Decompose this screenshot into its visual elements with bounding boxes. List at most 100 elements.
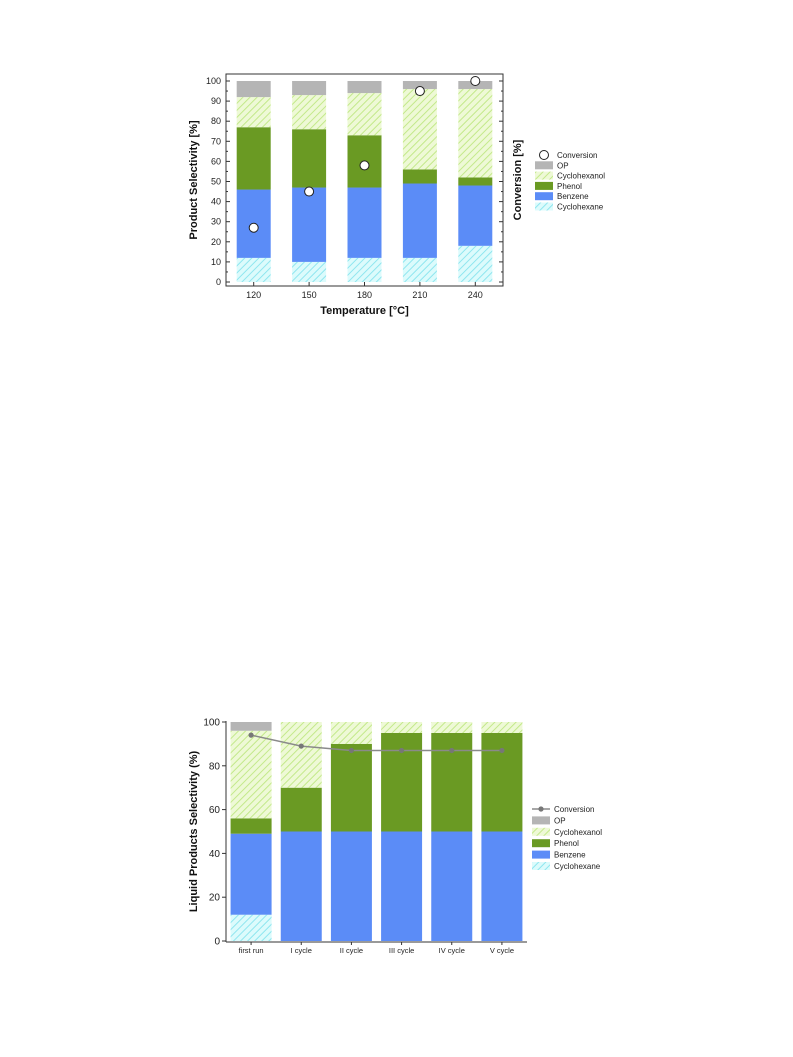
bar2-phenol-3 bbox=[381, 732, 423, 832]
bar-phenol-240 bbox=[458, 177, 493, 186]
bar-cyclohexanol-210 bbox=[402, 89, 437, 170]
conversion-marker-180 bbox=[359, 160, 370, 171]
legend-label-cyclohexane: Cyclohexane bbox=[557, 203, 604, 212]
legend-label-conversion: Conversion bbox=[557, 151, 597, 160]
y-tick-label: 20 bbox=[209, 893, 221, 904]
y-tick-label: 20 bbox=[211, 237, 221, 247]
legend-marker-conversion bbox=[538, 806, 544, 812]
bar-cyclohexane-240 bbox=[458, 245, 493, 282]
conversion-marker-210 bbox=[414, 86, 425, 97]
bar2-cyclohexanol-4 bbox=[431, 722, 473, 733]
conversion-line bbox=[250, 734, 502, 752]
bar2-phenol-4 bbox=[431, 732, 473, 832]
y-tick-label: 60 bbox=[211, 156, 221, 166]
bar-op-150 bbox=[292, 81, 327, 96]
y-tick-label: 70 bbox=[211, 136, 221, 146]
legend2-label-benzene: Benzene bbox=[554, 851, 586, 860]
conversion-point-4 bbox=[449, 747, 455, 754]
conversion-marker-120 bbox=[248, 222, 259, 233]
y-tick-label: 80 bbox=[211, 116, 221, 126]
bar2-benzene-4 bbox=[431, 831, 473, 941]
conversion-marker-150 bbox=[304, 186, 315, 197]
conversion-point-0 bbox=[248, 732, 254, 738]
legend2-swatch-cyclohexane bbox=[532, 862, 550, 870]
legend-swatch-op bbox=[535, 161, 553, 170]
y-tick-label: 30 bbox=[211, 217, 221, 227]
bar-op-120 bbox=[236, 81, 271, 98]
legend-swatch-cyclohexanol bbox=[535, 171, 553, 180]
bar-benzene-180 bbox=[347, 187, 382, 258]
y-tick-label: 0 bbox=[214, 937, 220, 948]
x-tick-label: 120 bbox=[246, 290, 261, 300]
x-tick-label: II cycle bbox=[340, 946, 363, 955]
bar2-cyclohexanol-5 bbox=[481, 722, 523, 733]
x-tick-label: IV cycle bbox=[439, 946, 465, 955]
y-tick-label: 100 bbox=[203, 718, 220, 729]
bar2-cyclohexanol-2 bbox=[330, 722, 372, 744]
y-tick-label: 60 bbox=[209, 805, 221, 816]
legend2-label-cyclohexanol: Cyclohexanol bbox=[554, 828, 602, 837]
x-tick-label: I cycle bbox=[291, 946, 312, 955]
legend2-label-cyclohexane: Cyclohexane bbox=[554, 862, 601, 871]
bar-op-180 bbox=[347, 81, 382, 94]
bar-cyclohexane-150 bbox=[292, 261, 327, 282]
x-tick-label: 210 bbox=[412, 290, 427, 300]
x-tick-label: III cycle bbox=[389, 946, 414, 955]
legend2-label-op: OP bbox=[554, 816, 566, 825]
y2-axis-title: Conversion [%] bbox=[512, 139, 524, 220]
bar-benzene-210 bbox=[402, 183, 437, 258]
legend-label-phenol: Phenol bbox=[557, 182, 582, 191]
legend-swatch-cyclohexane bbox=[535, 202, 553, 211]
bar2-benzene-0 bbox=[230, 833, 272, 915]
legend2-swatch-op bbox=[532, 816, 550, 825]
y-tick-label: 100 bbox=[206, 76, 221, 86]
bar-op-210 bbox=[402, 81, 437, 90]
y-axis-title: Liquid Products Selectivity (%) bbox=[188, 750, 200, 912]
x-axis-title: Temperature [°C] bbox=[320, 305, 409, 317]
y-tick-label: 40 bbox=[211, 197, 221, 207]
legend2-swatch-benzene bbox=[532, 850, 550, 859]
legend2-label-phenol: Phenol bbox=[554, 839, 579, 848]
bar2-phenol-1 bbox=[280, 787, 322, 832]
bar-phenol-120 bbox=[236, 127, 271, 190]
legend-swatch-conversion bbox=[539, 150, 549, 160]
y-tick-label: 0 bbox=[216, 277, 221, 287]
bar-cyclohexanol-240 bbox=[458, 89, 493, 178]
conversion-point-3 bbox=[398, 747, 405, 754]
x-tick-label: 180 bbox=[357, 290, 372, 300]
bar2-cyclohexanol-0 bbox=[230, 730, 272, 819]
conversion-point-1 bbox=[298, 743, 304, 749]
bar2-cyclohexanol-3 bbox=[381, 722, 423, 733]
y-tick-label: 90 bbox=[211, 96, 221, 106]
bar-cyclohexanol-120 bbox=[236, 97, 271, 128]
legend-swatch-benzene bbox=[535, 192, 553, 201]
legend-label-op: OP bbox=[557, 161, 569, 170]
bar2-phenol-2 bbox=[330, 743, 372, 832]
legend-label-cyclohexanol: Cyclohexanol bbox=[557, 172, 605, 181]
bar-cyclohexanol-150 bbox=[292, 95, 327, 130]
bar2-phenol-5 bbox=[481, 732, 523, 832]
x-tick-label: 240 bbox=[468, 290, 483, 300]
bar2-cyclohexane-0 bbox=[230, 914, 272, 941]
conversion-marker-240 bbox=[470, 76, 481, 86]
y-tick-label: 40 bbox=[209, 849, 221, 860]
y-axis-title: Product Selectivity [%] bbox=[188, 120, 200, 240]
bar-benzene-150 bbox=[292, 187, 327, 262]
bar2-op-0 bbox=[230, 722, 272, 731]
bar2-cyclohexanol-1 bbox=[280, 722, 322, 788]
bar2-phenol-0 bbox=[230, 818, 272, 834]
bar-phenol-150 bbox=[292, 129, 327, 188]
conversion-point-5 bbox=[499, 747, 505, 754]
bar2-benzene-5 bbox=[481, 831, 523, 941]
y-tick-label: 10 bbox=[211, 257, 221, 267]
bar-cyclohexane-180 bbox=[347, 257, 382, 282]
y-tick-label: 50 bbox=[211, 177, 221, 187]
legend2-swatch-cyclohexanol bbox=[532, 827, 550, 836]
x-tick-label: first run bbox=[239, 946, 264, 955]
x-tick-label: V cycle bbox=[490, 946, 514, 955]
bar-cyclohexanol-180 bbox=[347, 93, 382, 136]
legend-swatch-phenol bbox=[535, 181, 553, 190]
legend2-swatch-phenol bbox=[532, 839, 550, 848]
x-tick-label: 150 bbox=[302, 290, 317, 300]
